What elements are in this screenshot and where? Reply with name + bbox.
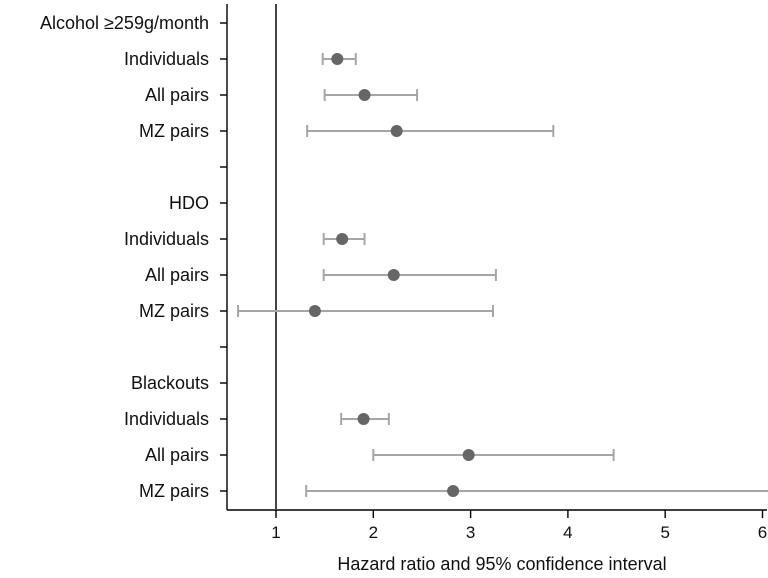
point-estimate	[447, 485, 460, 497]
row-labels: Alcohol ≥259g/month Individuals All pairs M…	[40, 13, 227, 501]
point-estimate	[336, 233, 349, 245]
x-tick-label: 6	[758, 523, 767, 542]
row-label: Individuals	[124, 409, 209, 429]
plot-area	[226, 4, 767, 511]
row-label: Individuals	[124, 229, 209, 249]
estimate-row	[321, 53, 357, 65]
point-estimate	[308, 305, 321, 317]
x-tick-label: 5	[660, 523, 669, 542]
row-label: All pairs	[145, 445, 209, 465]
row-label: MZ pairs	[139, 301, 209, 321]
estimates	[237, 53, 768, 497]
x-tick-label: 3	[466, 523, 475, 542]
row-label: All pairs	[145, 265, 209, 285]
row-label: Blackouts	[131, 373, 209, 393]
row-label: HDO	[169, 193, 209, 213]
x-tick-label: 2	[369, 523, 378, 542]
estimate-row	[305, 485, 768, 497]
x-tick-label: 4	[563, 523, 572, 542]
row-label: MZ pairs	[139, 481, 209, 501]
row-label: Alcohol ≥259g/month	[40, 13, 209, 33]
x-tick-label: 1	[271, 523, 280, 542]
estimate-row	[323, 89, 419, 101]
point-estimate	[331, 53, 344, 65]
point-estimate	[390, 125, 403, 137]
estimate-row	[306, 125, 555, 137]
point-estimate	[462, 449, 475, 461]
estimate-row	[322, 269, 497, 281]
x-axis-ticks: 1 2 3 4 5 6	[271, 510, 767, 542]
x-axis-title: Hazard ratio and 95% confidence interval	[337, 554, 666, 574]
estimate-row	[340, 413, 390, 425]
point-estimate	[357, 413, 370, 425]
row-label: Individuals	[124, 49, 209, 69]
estimate-row	[372, 449, 615, 461]
point-estimate	[387, 269, 400, 281]
point-estimate	[358, 89, 371, 101]
row-label: MZ pairs	[139, 121, 209, 141]
row-label: All pairs	[145, 85, 209, 105]
estimate-row	[322, 233, 366, 245]
estimate-row	[237, 305, 494, 317]
